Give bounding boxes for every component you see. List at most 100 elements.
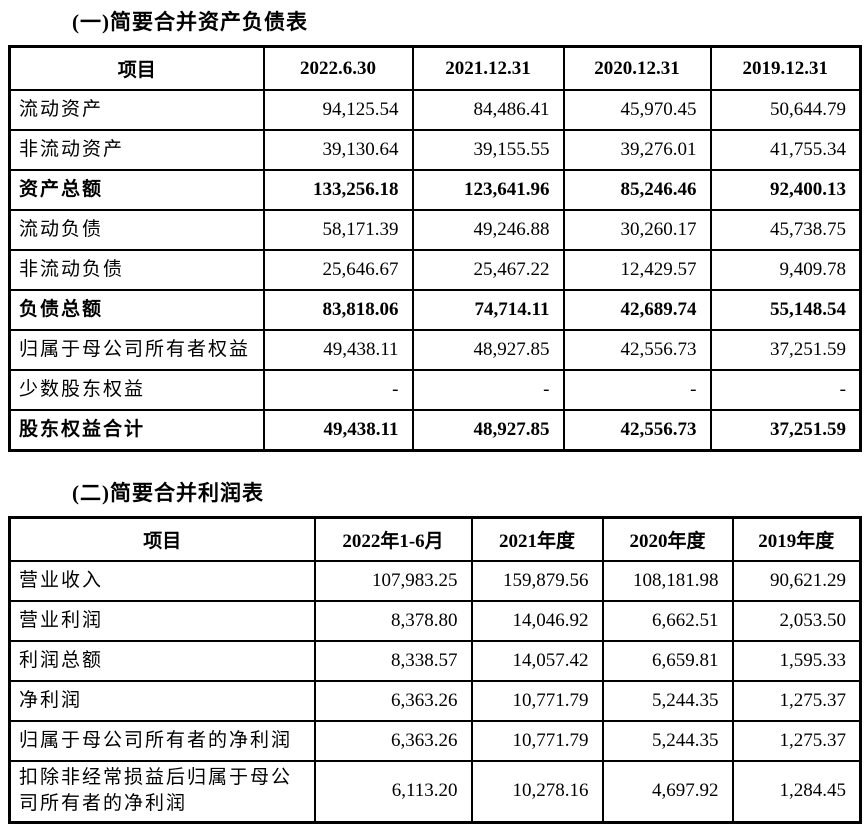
table-row-net-profit: 净利润 6,363.26 10,771.79 5,244.35 1,275.37 (8, 679, 862, 722)
cell-value: 42,556.73 (562, 409, 712, 451)
cell-value: 85,246.46 (562, 169, 712, 211)
column-header-period-2022: 2022年1-6月 (313, 516, 473, 562)
cell-value: 50,644.79 (709, 89, 862, 131)
cell-value: - (709, 369, 862, 411)
table-row-total-profit: 利润总额 8,338.57 14,057.42 6,659.81 1,595.3… (8, 639, 862, 682)
row-label: 非流动负债 (8, 249, 265, 291)
table-row-revenue: 营业收入 107,983.25 159,879.56 108,181.98 90… (8, 559, 862, 602)
cell-value: 133,256.18 (262, 169, 414, 211)
cell-value: 4,697.92 (601, 759, 734, 824)
cell-value: 10,771.79 (470, 719, 604, 762)
table-row-net-profit-excl-nonrecurring: 扣除非经常损益后归属于母公司所有者的净利润 6,113.20 10,278.16… (8, 759, 862, 824)
cell-value: 49,438.11 (262, 329, 414, 371)
cell-value: 6,363.26 (313, 679, 473, 722)
row-label: 营业利润 (8, 599, 316, 642)
column-header-period-2021: 2021年度 (470, 516, 604, 562)
cell-value: 1,275.37 (731, 679, 862, 722)
table-row-noncurrent-assets: 非流动资产 39,130.64 39,155.55 39,276.01 41,7… (8, 129, 862, 171)
table-row-current-liabilities: 流动负债 58,171.39 49,246.88 30,260.17 45,73… (8, 209, 862, 251)
cell-value: 90,621.29 (731, 559, 862, 602)
row-label: 归属于母公司所有者的净利润 (8, 719, 316, 762)
cell-value: 9,409.78 (709, 249, 862, 291)
cell-value: 25,646.67 (262, 249, 414, 291)
income-statement-section-title: (二)简要合并利润表 (72, 480, 264, 505)
cell-value: 45,738.75 (709, 209, 862, 251)
cell-value: 1,275.37 (731, 719, 862, 762)
cell-value: 39,130.64 (262, 129, 414, 171)
column-header-date-2021: 2021.12.31 (411, 45, 565, 91)
cell-value: 84,486.41 (411, 89, 565, 131)
column-header-item: 项目 (8, 516, 316, 562)
cell-value: 83,818.06 (262, 289, 414, 331)
cell-value: 123,641.96 (411, 169, 565, 211)
cell-value: 25,467.22 (411, 249, 565, 291)
table-row-total-liabilities: 负债总额 83,818.06 74,714.11 42,689.74 55,14… (8, 289, 862, 331)
cell-value: 1,595.33 (731, 639, 862, 682)
table-row-operating-profit: 营业利润 8,378.80 14,046.92 6,662.51 2,053.5… (8, 599, 862, 642)
column-header-period-2019: 2019年度 (731, 516, 862, 562)
row-label: 流动负债 (8, 209, 265, 251)
cell-value: 49,246.88 (411, 209, 565, 251)
cell-value: 6,662.51 (601, 599, 734, 642)
table-row-net-profit-parent: 归属于母公司所有者的净利润 6,363.26 10,771.79 5,244.3… (8, 719, 862, 762)
cell-value: 6,113.20 (313, 759, 473, 824)
row-label: 营业收入 (8, 559, 316, 602)
cell-value: 14,046.92 (470, 599, 604, 642)
row-label: 负债总额 (8, 289, 265, 331)
table-row-noncurrent-liabilities: 非流动负债 25,646.67 25,467.22 12,429.57 9,40… (8, 249, 862, 291)
row-label: 非流动资产 (8, 129, 265, 171)
balance-sheet-table: 项目 2022.6.30 2021.12.31 2020.12.31 2019.… (8, 45, 862, 452)
cell-value: 12,429.57 (562, 249, 712, 291)
cell-value: 108,181.98 (601, 559, 734, 602)
cell-value: 55,148.54 (709, 289, 862, 331)
column-header-period-2020: 2020年度 (601, 516, 734, 562)
cell-value: - (262, 369, 414, 411)
cell-value: - (562, 369, 712, 411)
cell-value: 58,171.39 (262, 209, 414, 251)
cell-value: 48,927.85 (411, 329, 565, 371)
cell-value: 49,438.11 (262, 409, 414, 451)
column-header-item: 项目 (8, 45, 265, 91)
row-label: 归属于母公司所有者权益 (8, 329, 265, 371)
row-label: 利润总额 (8, 639, 316, 682)
cell-value: 42,689.74 (562, 289, 712, 331)
cell-value: 92,400.13 (709, 169, 862, 211)
table-row-minority-interest: 少数股东权益 - - - - (8, 369, 862, 411)
cell-value: 8,338.57 (313, 639, 473, 682)
cell-value: 45,970.45 (562, 89, 712, 131)
table-row-total-equity: 股东权益合计 49,438.11 48,927.85 42,556.73 37,… (8, 409, 862, 451)
cell-value: 6,363.26 (313, 719, 473, 762)
cell-value: 10,771.79 (470, 679, 604, 722)
row-label: 资产总额 (8, 169, 265, 211)
column-header-date-2022: 2022.6.30 (262, 45, 414, 91)
cell-value: 159,879.56 (470, 559, 604, 602)
balance-sheet-section-title: (一)简要合并资产负债表 (72, 10, 308, 34)
cell-value: 8,378.80 (313, 599, 473, 642)
cell-value: - (411, 369, 565, 411)
cell-value: 39,155.55 (411, 129, 565, 171)
cell-value: 37,251.59 (709, 329, 862, 371)
cell-value: 107,983.25 (313, 559, 473, 602)
cell-value: 39,276.01 (562, 129, 712, 171)
column-header-date-2019: 2019.12.31 (709, 45, 862, 91)
row-label: 少数股东权益 (8, 369, 265, 411)
row-label: 股东权益合计 (8, 409, 265, 451)
cell-value: 42,556.73 (562, 329, 712, 371)
cell-value: 1,284.45 (731, 759, 862, 824)
table-header-row: 项目 2022年1-6月 2021年度 2020年度 2019年度 (8, 516, 862, 562)
table-row-parent-equity: 归属于母公司所有者权益 49,438.11 48,927.85 42,556.7… (8, 329, 862, 371)
table-row-current-assets: 流动资产 94,125.54 84,486.41 45,970.45 50,64… (8, 89, 862, 131)
table-header-row: 项目 2022.6.30 2021.12.31 2020.12.31 2019.… (8, 45, 862, 91)
income-statement-table: 项目 2022年1-6月 2021年度 2020年度 2019年度 营业收入 1… (8, 515, 862, 824)
cell-value: 2,053.50 (731, 599, 862, 642)
cell-value: 10,278.16 (470, 759, 604, 824)
cell-value: 48,927.85 (411, 409, 565, 451)
cell-value: 74,714.11 (411, 289, 565, 331)
cell-value: 41,755.34 (709, 129, 862, 171)
row-label: 净利润 (8, 679, 316, 722)
cell-value: 30,260.17 (562, 209, 712, 251)
row-label: 扣除非经常损益后归属于母公司所有者的净利润 (8, 759, 316, 824)
column-header-date-2020: 2020.12.31 (562, 45, 712, 91)
cell-value: 5,244.35 (601, 679, 734, 722)
cell-value: 94,125.54 (262, 89, 414, 131)
